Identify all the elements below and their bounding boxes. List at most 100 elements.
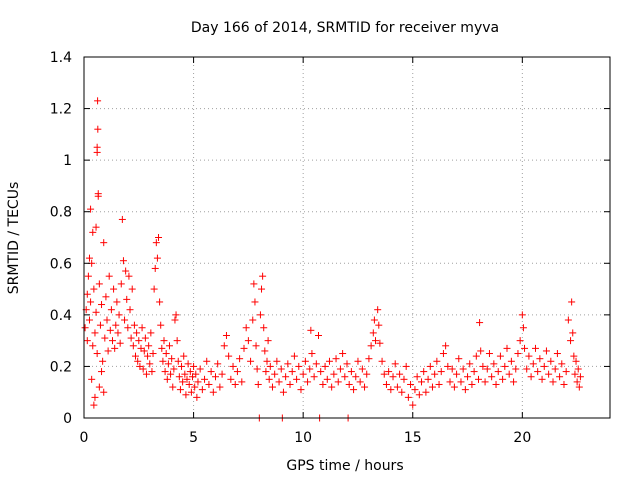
data-point (106, 326, 114, 334)
data-point (247, 357, 255, 365)
data-point (227, 375, 235, 383)
data-point (371, 337, 379, 345)
data-point (307, 326, 315, 334)
data-point (485, 350, 493, 358)
data-point (475, 375, 482, 383)
data-point (186, 368, 194, 376)
data-point (116, 339, 124, 347)
data-point (260, 324, 268, 332)
axis-ticks: 0 0.2 0.4 0.6 0.8 1 1.2 1.4 0 5 10 15 20 (50, 50, 610, 446)
data-point (153, 254, 161, 262)
data-point (168, 355, 176, 363)
data-point (319, 380, 327, 388)
data-point (207, 368, 215, 376)
data-point (367, 342, 375, 350)
data-point (363, 370, 371, 378)
data-point (534, 368, 542, 376)
data-point (181, 370, 189, 378)
data-point (424, 375, 432, 383)
data-point (284, 360, 292, 368)
data-point (277, 365, 285, 373)
data-point (516, 337, 524, 345)
chart-title: Day 166 of 2014, SRMTID for receiver myv… (191, 20, 499, 36)
data-point (264, 337, 272, 345)
data-point (358, 365, 366, 373)
data-point (173, 337, 181, 345)
data-point (396, 370, 404, 378)
data-point (442, 342, 450, 350)
data-point (180, 352, 188, 360)
data-point (162, 350, 170, 358)
data-point (240, 344, 248, 352)
data-point (212, 373, 219, 381)
data-point (183, 375, 191, 383)
data-point (87, 205, 95, 213)
data-point (268, 383, 276, 391)
data-point (295, 362, 303, 370)
data-point (103, 316, 111, 324)
data-point (191, 383, 199, 391)
data-point (306, 365, 314, 373)
y-tick-label: 1 (63, 153, 72, 169)
data-point (275, 378, 283, 386)
data-point (523, 365, 531, 373)
data-point (308, 350, 316, 358)
data-point (551, 365, 559, 373)
data-point (483, 365, 491, 373)
data-point (155, 234, 163, 241)
data-point (496, 352, 504, 360)
data-point (198, 386, 206, 394)
x-tick-label: 5 (189, 430, 198, 446)
data-point (293, 375, 301, 383)
data-point (222, 331, 230, 339)
data-point (321, 362, 329, 370)
data-point (437, 368, 445, 376)
data-point (457, 378, 465, 386)
data-point (262, 368, 270, 376)
data-point (135, 337, 143, 345)
data-point (185, 380, 193, 388)
data-point (192, 370, 200, 378)
data-point (549, 378, 557, 386)
data-point (569, 329, 577, 337)
data-point (160, 337, 168, 345)
data-point (370, 316, 378, 324)
data-point (374, 306, 382, 314)
data-point (163, 375, 171, 383)
data-point (91, 393, 99, 401)
data-point (271, 370, 279, 378)
data-point (144, 352, 152, 360)
data-point (573, 378, 581, 386)
data-point (158, 344, 166, 352)
data-point (542, 347, 550, 355)
data-point (93, 148, 101, 156)
y-tick-label: 0.2 (50, 359, 72, 375)
data-point (428, 383, 436, 391)
data-point (477, 347, 485, 355)
data-point (492, 380, 500, 388)
data-point (415, 391, 423, 399)
data-point (330, 370, 338, 378)
data-point (494, 368, 502, 376)
data-point (464, 373, 472, 381)
data-point (562, 368, 570, 376)
data-point (164, 360, 172, 368)
data-point (196, 365, 204, 373)
data-point (499, 375, 507, 383)
data-points (81, 97, 584, 422)
data-point (529, 360, 537, 368)
data-point (167, 370, 175, 378)
data-point (273, 357, 281, 365)
y-axis-label: SRMTID / TECUs (6, 182, 22, 295)
data-point (83, 337, 91, 345)
data-point (203, 357, 211, 365)
data-point (536, 355, 544, 363)
data-point (81, 324, 89, 332)
data-point (176, 386, 184, 394)
data-point (218, 370, 226, 378)
data-point (426, 362, 434, 370)
data-point (310, 373, 318, 381)
data-point (88, 375, 96, 383)
data-point (361, 383, 369, 391)
data-point (175, 373, 183, 381)
